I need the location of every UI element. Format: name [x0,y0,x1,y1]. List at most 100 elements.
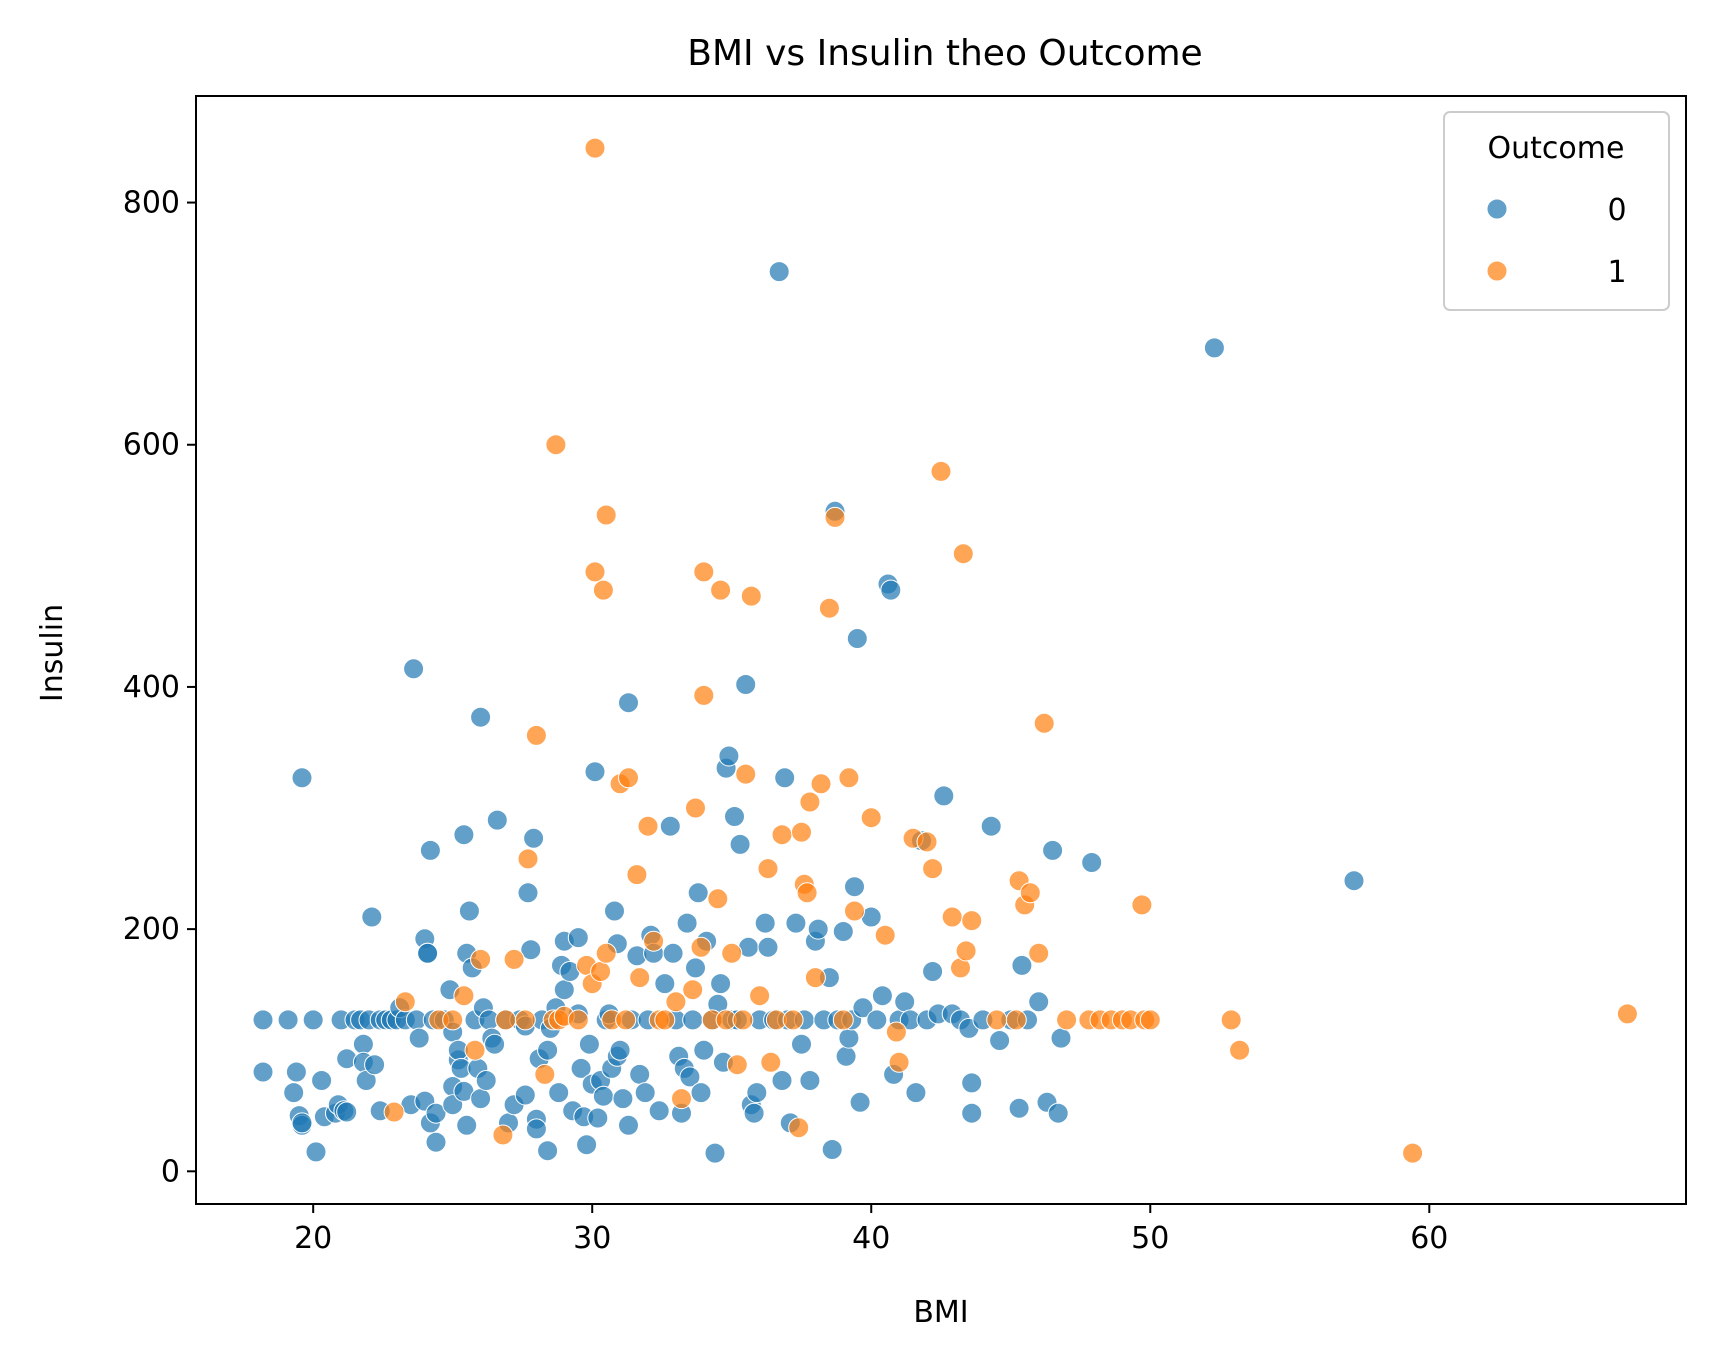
data-point-outcome-0 [1028,991,1050,1013]
data-point-outcome-0 [514,1084,536,1106]
data-point-outcome-1 [517,848,539,870]
data-point-outcome-0 [905,1082,927,1104]
data-point-outcome-0 [537,1140,559,1162]
data-point-outcome-0 [609,1039,631,1061]
data-point-outcome-1 [464,1039,486,1061]
data-point-outcome-1 [824,506,846,528]
data-point-outcome-0 [486,809,508,831]
data-point-outcome-1 [796,882,818,904]
data-point-outcome-0 [849,1091,871,1113]
data-point-outcome-1 [534,1063,556,1085]
data-point-outcome-1 [788,1117,810,1139]
data-point-outcome-0 [774,767,796,789]
data-point-outcome-1 [682,979,704,1001]
data-point-outcome-0 [718,745,740,767]
data-point-outcome-0 [475,1070,497,1091]
y-axis-label: Insulin [35,604,70,702]
data-point-outcome-0 [592,1085,614,1107]
data-point-outcome-0 [634,1082,656,1104]
data-point-outcome-1 [874,924,896,946]
data-point-outcome-1 [693,561,715,583]
y-tick-label: 200 [123,912,180,947]
data-point-outcome-0 [735,674,757,695]
y-tick-label: 800 [123,186,180,221]
data-point-outcome-0 [682,1009,704,1031]
data-point-outcome-0 [403,658,425,680]
data-point-outcome-0 [1203,337,1225,359]
data-point-outcome-1 [671,1088,692,1110]
y-tick-label: 600 [123,428,180,463]
data-point-outcome-0 [980,815,1002,837]
data-point-outcome-0 [648,1100,670,1122]
data-point-outcome-0 [866,1009,888,1031]
data-point-outcome-1 [941,906,963,928]
data-point-outcome-0 [618,1114,639,1136]
data-point-outcome-0 [852,997,874,1019]
data-point-outcome-1 [545,434,567,456]
data-point-outcome-0 [425,1102,447,1124]
chart-title: BMI vs Insulin theo Outcome [687,33,1202,74]
data-point-outcome-1 [514,1009,536,1031]
data-point-outcome-1 [804,967,826,989]
data-point-outcome-1 [726,1054,748,1076]
data-point-outcome-0 [679,1066,701,1088]
data-point-outcome-1 [637,815,659,837]
legend-label-1: 1 [1607,255,1626,290]
data-point-outcome-0 [458,900,480,922]
data-point-outcome-0 [961,1072,983,1094]
data-point-outcome-0 [743,1102,765,1124]
data-point-outcome-1 [740,585,762,607]
data-point-outcome-0 [785,912,807,934]
data-point-outcome-0 [687,882,709,904]
data-point-outcome-1 [749,985,771,1007]
data-point-outcome-0 [361,906,383,928]
data-point-outcome-0 [291,1112,313,1134]
data-point-outcome-0 [567,927,589,949]
data-point-outcome-0 [1008,1097,1030,1119]
data-point-outcome-1 [1402,1142,1424,1164]
data-point-outcome-0 [352,1033,374,1055]
data-point-outcome-1 [735,763,757,785]
data-point-outcome-0 [618,692,639,714]
data-point-outcome-1 [1019,882,1041,904]
data-point-outcome-0 [470,1088,492,1110]
data-point-outcome-0 [484,1033,506,1055]
data-point-outcome-1 [844,900,865,922]
data-point-outcome-0 [584,761,606,783]
data-point-outcome-0 [835,1045,857,1067]
data-point-outcome-1 [693,684,715,706]
data-point-outcome-0 [768,261,790,283]
data-point-outcome-1 [922,858,944,880]
data-point-outcome-0 [570,1057,592,1079]
data-point-outcome-1 [916,831,938,853]
data-point-outcome-0 [553,979,575,1001]
data-point-outcome-1 [860,807,882,829]
data-point-outcome-1 [707,888,729,910]
data-point-outcome-0 [311,1070,333,1091]
data-point-outcome-1 [838,767,860,789]
data-point-outcome-1 [626,864,648,886]
data-point-outcome-0 [417,942,439,964]
x-axis: 20 30 40 50 60 [294,1204,1448,1256]
data-point-outcome-1 [590,961,612,982]
data-point-outcome-0 [252,1061,274,1083]
data-point-outcome-0 [537,1039,559,1061]
data-point-outcome-1 [495,1009,517,1031]
y-tick-label: 400 [123,670,180,705]
legend: Outcome 0 1 [1443,111,1670,311]
x-axis-label: BMI [913,1295,968,1330]
data-point-outcome-0 [922,961,944,982]
data-point-outcome-1 [665,991,687,1013]
data-point-outcome-1 [1033,712,1055,734]
data-point-outcome-0 [305,1141,327,1163]
data-point-outcome-0 [1011,954,1033,976]
data-point-outcome-1 [615,1009,637,1031]
data-point-outcome-0 [710,973,732,995]
data-point-outcome-1 [453,985,475,1007]
data-point-outcome-0 [453,824,475,846]
data-point-outcome-0 [894,991,916,1013]
data-point-outcome-1 [492,1124,514,1146]
data-point-outcome-0 [425,1131,447,1153]
data-point-outcome-1 [757,858,779,880]
data-point-outcome-0 [846,628,868,649]
